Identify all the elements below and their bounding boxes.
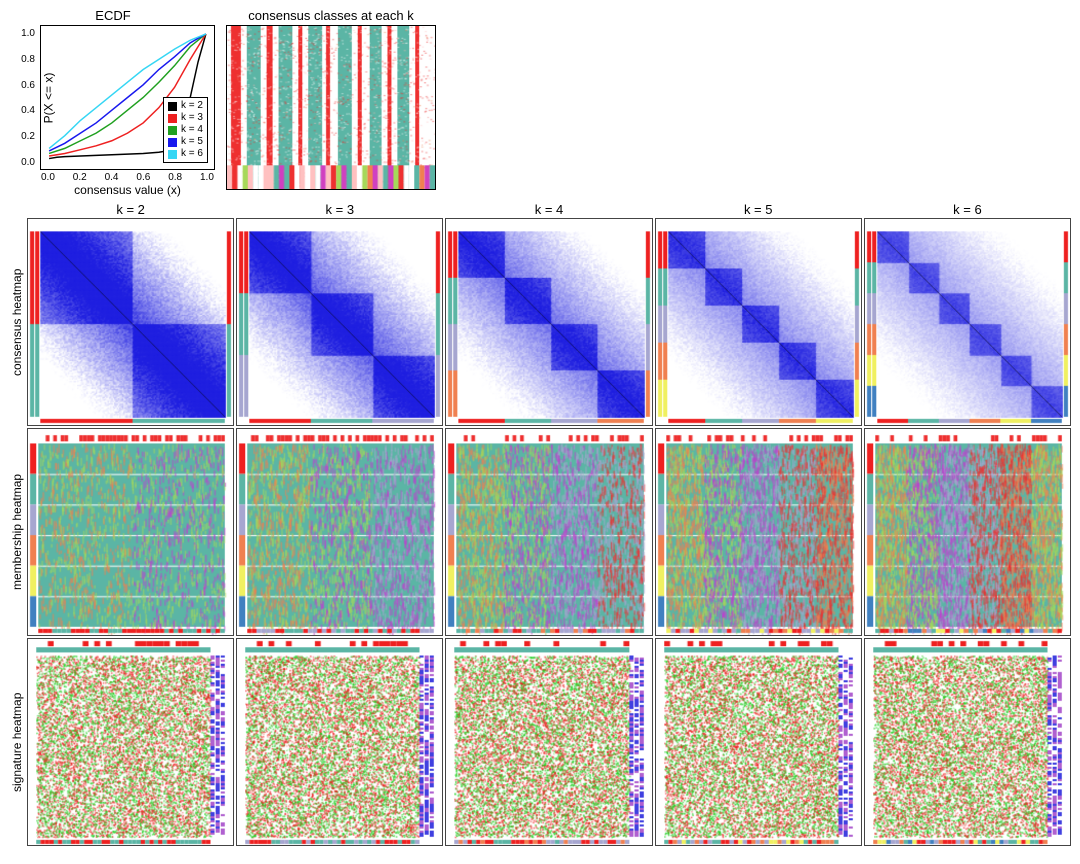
legend-label: k = 5	[181, 136, 203, 148]
consensus-cell	[655, 218, 862, 426]
consensus-cell	[445, 218, 652, 426]
top-row: ECDF P(X <= x) consensus value (x) k = 2…	[8, 8, 1072, 198]
membership-canvas	[865, 429, 1070, 635]
k-title: k = 6	[863, 202, 1072, 217]
legend-swatch	[168, 138, 177, 147]
signature-canvas	[237, 639, 442, 845]
consensus-classes-title: consensus classes at each k	[226, 8, 436, 23]
legend-swatch	[168, 114, 177, 123]
consensus-classes-canvas	[227, 26, 435, 189]
membership-cell	[445, 428, 652, 636]
legend-item: k = 3	[168, 112, 203, 124]
consensus-cell	[27, 218, 234, 426]
ecdf-ylabel: P(X <= x)	[41, 72, 55, 123]
signature-cell	[236, 638, 443, 846]
legend-swatch	[168, 126, 177, 135]
k-titles: k = 2k = 3k = 4k = 5k = 6	[26, 202, 1072, 217]
consensus-canvas	[656, 219, 861, 425]
legend-item: k = 2	[168, 100, 203, 112]
signature-canvas	[865, 639, 1070, 845]
consensus-cell	[864, 218, 1071, 426]
heatmap-grid: consensus heatmapmembership heatmapsigna…	[8, 217, 1072, 847]
consensus-classes-plot	[226, 25, 436, 190]
ecdf-xlabel: consensus value (x)	[74, 183, 181, 197]
ecdf-title: ECDF	[8, 8, 218, 23]
k-title: k = 3	[235, 202, 444, 217]
membership-canvas	[28, 429, 233, 635]
legend-item: k = 5	[168, 136, 203, 148]
membership-canvas	[237, 429, 442, 635]
legend-label: k = 3	[181, 112, 203, 124]
membership-row: membership heatmap	[8, 427, 1072, 637]
consensus-row: consensus heatmap	[8, 217, 1072, 427]
grid-rows: consensus heatmapmembership heatmapsigna…	[8, 217, 1072, 847]
consensus-canvas	[446, 219, 651, 425]
membership-cell	[655, 428, 862, 636]
signature-cell	[445, 638, 652, 846]
k-title: k = 2	[26, 202, 235, 217]
legend-item: k = 6	[168, 148, 203, 160]
signature-canvas	[446, 639, 651, 845]
consensus-canvas	[237, 219, 442, 425]
legend-item: k = 4	[168, 124, 203, 136]
k-title: k = 4	[444, 202, 653, 217]
membership-canvas	[446, 429, 651, 635]
ecdf-plot: P(X <= x) consensus value (x) k = 2k = 3…	[40, 25, 215, 170]
legend-label: k = 6	[181, 148, 203, 160]
signature-cell	[864, 638, 1071, 846]
row-label: membership heatmap	[8, 427, 26, 637]
ecdf-legend: k = 2k = 3k = 4k = 5k = 6	[163, 97, 208, 163]
membership-canvas	[656, 429, 861, 635]
row-label: consensus heatmap	[8, 217, 26, 427]
signature-canvas	[656, 639, 861, 845]
membership-cell	[27, 428, 234, 636]
membership-cell	[236, 428, 443, 636]
consensus-canvas	[28, 219, 233, 425]
legend-swatch	[168, 150, 177, 159]
k-title: k = 5	[654, 202, 863, 217]
consensus-classes-panel: consensus classes at each k	[226, 8, 436, 198]
signature-cell	[655, 638, 862, 846]
legend-label: k = 2	[181, 100, 203, 112]
signature-canvas	[28, 639, 233, 845]
ecdf-panel: ECDF P(X <= x) consensus value (x) k = 2…	[8, 8, 218, 198]
signature-row: signature heatmap	[8, 637, 1072, 847]
legend-label: k = 4	[181, 124, 203, 136]
membership-cell	[864, 428, 1071, 636]
row-label: signature heatmap	[8, 637, 26, 847]
consensus-canvas	[865, 219, 1070, 425]
signature-cell	[27, 638, 234, 846]
legend-swatch	[168, 102, 177, 111]
consensus-cell	[236, 218, 443, 426]
